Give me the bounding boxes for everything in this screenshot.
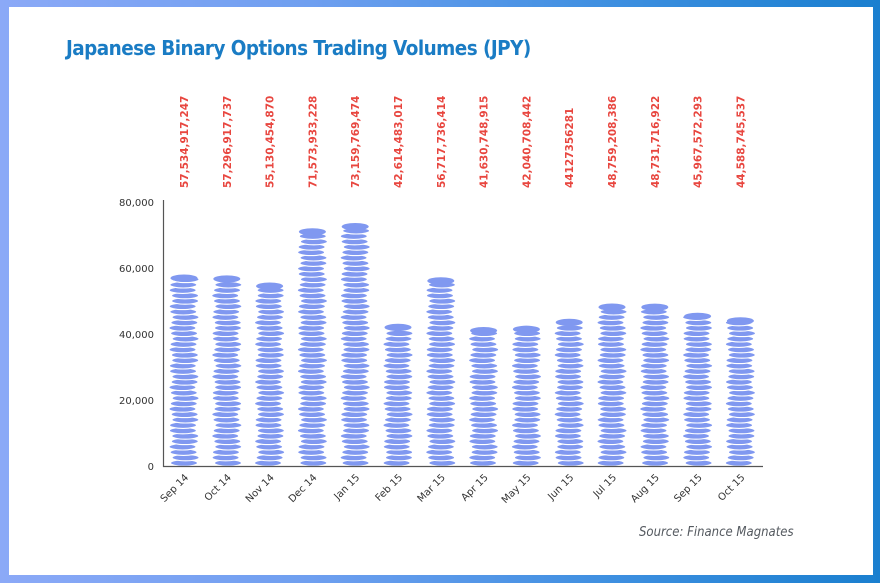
bar-coin-stack xyxy=(724,317,757,467)
bar-coin-stack xyxy=(681,312,714,467)
data-value-label: 45,967,572,293 xyxy=(693,96,705,188)
chart-title: Japanese Binary Options Trading Volumes … xyxy=(66,36,531,60)
coin-top xyxy=(598,303,626,311)
coin-top xyxy=(341,222,369,231)
y-tick-label: 80,000 xyxy=(119,198,154,209)
x-tick-label: Apr 15 xyxy=(459,472,490,503)
bar-coin-stack xyxy=(253,282,286,467)
bar-coin-stack xyxy=(211,275,243,467)
x-tick-label: Feb 15 xyxy=(374,472,406,504)
data-value-label: 73,159,769,474 xyxy=(350,96,362,188)
bar-coin-stack xyxy=(168,274,200,467)
coin-top xyxy=(170,274,198,282)
data-value-label: 56,717,736,414 xyxy=(436,96,448,188)
x-tick-label: Oct 14 xyxy=(203,472,234,503)
x-tick-label: Jul 15 xyxy=(591,472,619,500)
coin-top xyxy=(684,312,712,320)
data-value-label: 42,614,483,017 xyxy=(393,96,405,188)
x-tick-label: May 15 xyxy=(500,472,534,506)
data-value-label: 42,040,708,442 xyxy=(521,96,533,188)
x-tick-label: Dec 14 xyxy=(287,472,320,505)
data-value-label: 44127356281 xyxy=(564,108,576,188)
coin-top xyxy=(555,318,583,326)
data-value-label: 48,759,208,386 xyxy=(607,96,619,188)
y-tick-label: 20,000 xyxy=(119,396,154,407)
coin-top xyxy=(384,323,412,331)
x-axis-labels: Sep 14 Oct 14 Nov 14 Dec 14 Jan 15 Feb 15 Mar … xyxy=(159,472,748,506)
x-tick-label: Nov 14 xyxy=(244,472,277,505)
data-value-label: 41,630,748,915 xyxy=(479,96,491,188)
y-axis: 0 20,000 40,000 60,000 80,000 xyxy=(119,198,154,473)
data-value-label: 55,130,454,870 xyxy=(265,96,277,188)
bar-coin-stack xyxy=(510,325,543,467)
coin-top xyxy=(512,325,540,333)
data-value-label: 71,573,933,228 xyxy=(307,96,319,188)
bar-coin-stack xyxy=(296,228,329,467)
data-value-label: 57,534,917,247 xyxy=(179,96,191,188)
coin-top xyxy=(470,327,498,335)
coin xyxy=(214,281,243,289)
data-value-label: 57,296,917,737 xyxy=(222,96,234,188)
bar-coin-stack xyxy=(596,303,628,467)
x-tick-label: Oct 15 xyxy=(716,472,747,503)
y-tick-label: 0 xyxy=(148,462,154,473)
x-tick-label: Jan 15 xyxy=(332,472,363,503)
coin-top xyxy=(213,275,241,283)
coin-top xyxy=(641,303,669,311)
bars xyxy=(168,222,757,467)
bar-coin-stack xyxy=(639,303,671,467)
bar-coin-stack xyxy=(339,222,371,467)
x-tick-label: Jun 15 xyxy=(546,472,577,503)
y-tick-label: 60,000 xyxy=(119,264,154,275)
coin xyxy=(385,329,414,338)
coin-top xyxy=(427,277,455,285)
bar-coin-stack xyxy=(425,277,457,467)
source-note: Source: Finance Magnates xyxy=(639,525,794,540)
y-tick-label: 40,000 xyxy=(119,330,154,341)
bar-coin-stack xyxy=(553,318,585,467)
x-tick-label: Sep 14 xyxy=(159,472,191,504)
value-labels: 57,534,917,247 57,296,917,737 55,130,454,8… xyxy=(179,96,747,188)
data-value-label: 48,731,716,922 xyxy=(650,96,662,188)
coin-top xyxy=(726,317,754,325)
x-tick-label: Aug 15 xyxy=(629,472,662,505)
coin-top xyxy=(298,228,326,236)
bar-coin-stack xyxy=(467,327,500,467)
x-tick-label: Sep 15 xyxy=(672,472,704,504)
x-tick-label: Mar 15 xyxy=(416,472,448,504)
coin-top xyxy=(256,282,284,290)
bar-coin-stack xyxy=(382,323,414,467)
data-value-label: 44,588,745,537 xyxy=(735,96,747,188)
